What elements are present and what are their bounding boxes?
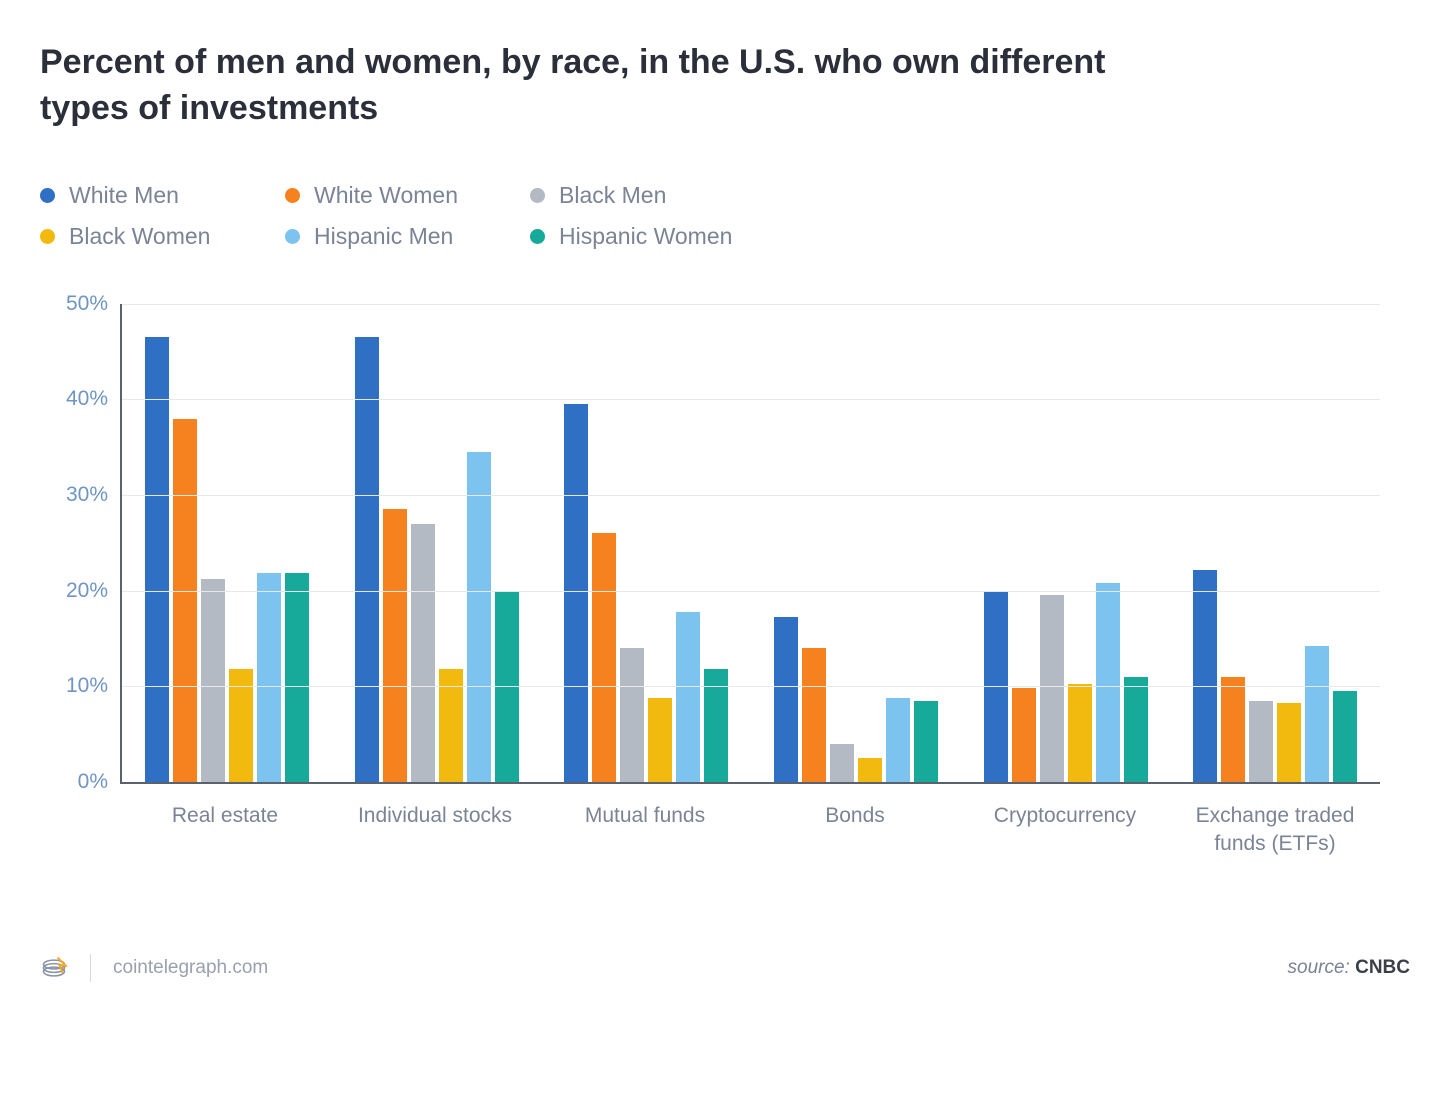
bar <box>1124 677 1148 782</box>
legend-label: Black Women <box>69 223 210 250</box>
bar <box>285 573 309 781</box>
x-axis-label: Individual stocks <box>330 802 540 859</box>
bar <box>411 524 435 782</box>
legend-dot-icon <box>40 229 55 244</box>
legend-dot-icon <box>530 229 545 244</box>
x-axis-labels: Real estateIndividual stocksMutual funds… <box>120 784 1380 859</box>
bar-group <box>122 304 332 782</box>
bar <box>1068 684 1092 782</box>
bar <box>620 648 644 782</box>
x-axis-label: Real estate <box>120 802 330 859</box>
x-axis-label: Bonds <box>750 802 960 859</box>
bar-group <box>751 304 961 782</box>
bar <box>1193 570 1217 782</box>
legend-item: Hispanic Women <box>530 223 775 250</box>
x-axis-label: Exchange traded funds (ETFs) <box>1170 802 1380 859</box>
legend-label: Hispanic Women <box>559 223 732 250</box>
footer-left: cointelegraph.com <box>40 954 268 982</box>
bar <box>648 698 672 782</box>
bar <box>201 579 225 782</box>
bar <box>830 744 854 782</box>
bar-group <box>1170 304 1380 782</box>
legend-item: White Men <box>40 182 285 209</box>
bar-group <box>961 304 1171 782</box>
bar <box>1221 677 1245 782</box>
legend-label: Black Men <box>559 182 666 209</box>
footer-divider <box>90 954 91 982</box>
bar <box>467 452 491 782</box>
bar-group <box>332 304 542 782</box>
cointelegraph-logo-icon <box>40 954 68 982</box>
legend-item: Black Men <box>530 182 775 209</box>
bar <box>592 533 616 782</box>
bar <box>145 337 169 782</box>
chart-card: Percent of men and women, by race, in th… <box>40 40 1410 982</box>
legend-label: White Men <box>69 182 179 209</box>
source-name: CNBC <box>1355 957 1410 978</box>
legend-label: Hispanic Men <box>314 223 453 250</box>
plot-area: 0%10%20%30%40%50% <box>120 304 1380 784</box>
site-label: cointelegraph.com <box>113 957 268 979</box>
bar <box>676 612 700 782</box>
chart-area: 0%10%20%30%40%50% Real estateIndividual … <box>120 304 1380 864</box>
bar <box>564 404 588 782</box>
bar <box>914 701 938 782</box>
bar <box>886 698 910 782</box>
gridline <box>122 686 1380 687</box>
bar <box>355 337 379 782</box>
y-axis-label: 10% <box>66 674 122 698</box>
footer: cointelegraph.com source: CNBC <box>40 954 1410 982</box>
legend-label: White Women <box>314 182 458 209</box>
gridline <box>122 304 1380 305</box>
y-axis-label: 50% <box>66 292 122 316</box>
legend-dot-icon <box>285 188 300 203</box>
y-axis-label: 30% <box>66 483 122 507</box>
bar-group <box>541 304 751 782</box>
bar <box>802 648 826 782</box>
legend-item: White Women <box>285 182 530 209</box>
x-axis-label: Mutual funds <box>540 802 750 859</box>
x-axis-label: Cryptocurrency <box>960 802 1170 859</box>
legend-item: Hispanic Men <box>285 223 530 250</box>
bar <box>1305 646 1329 782</box>
y-axis-label: 0% <box>78 770 122 794</box>
bar <box>1096 583 1120 782</box>
legend: White Men White Women Black Men Black Women… <box>40 182 940 264</box>
legend-dot-icon <box>285 229 300 244</box>
bar <box>858 758 882 782</box>
bar <box>1012 688 1036 782</box>
legend-dot-icon <box>40 188 55 203</box>
y-axis-label: 20% <box>66 579 122 603</box>
gridline <box>122 495 1380 496</box>
bar-groups <box>122 304 1380 782</box>
gridline <box>122 399 1380 400</box>
bar <box>257 573 281 781</box>
bar <box>1277 703 1301 781</box>
bar <box>774 617 798 781</box>
legend-item: Black Women <box>40 223 285 250</box>
y-axis-label: 40% <box>66 387 122 411</box>
bar <box>1249 701 1273 782</box>
gridline <box>122 591 1380 592</box>
chart-title: Percent of men and women, by race, in th… <box>40 40 1140 132</box>
legend-dot-icon <box>530 188 545 203</box>
bar <box>173 419 197 782</box>
source-prefix: source: <box>1288 957 1356 978</box>
bar <box>1333 691 1357 782</box>
bar <box>1040 595 1064 781</box>
bar <box>383 509 407 781</box>
source-label: source: CNBC <box>1288 957 1410 979</box>
